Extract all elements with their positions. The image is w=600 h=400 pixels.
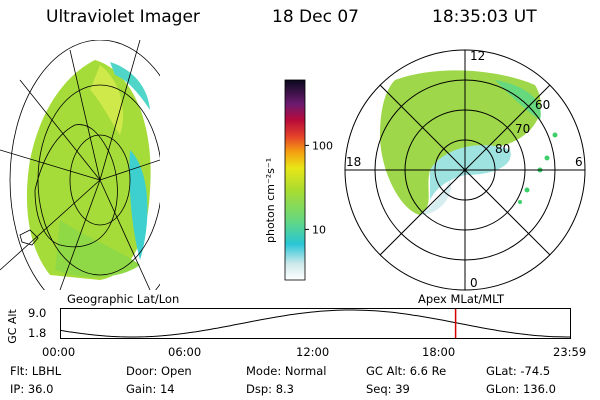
info-gain-label: Gain: [126, 382, 157, 396]
colorbar-ticks: 100 10 [305, 139, 333, 236]
emission-patch [420, 180, 451, 215]
lon-line [0, 179, 101, 271]
lon-line [99, 179, 151, 290]
info-flt-value: LBHL [31, 364, 62, 378]
gc-alt-curve [60, 309, 571, 338]
lat-label-80: 80 [495, 142, 510, 156]
info-gcalt-label: GC Alt: [366, 364, 407, 378]
info-glon-label: GLon: [486, 382, 520, 396]
coastline [19, 229, 39, 246]
lat-label-60: 60 [535, 98, 550, 112]
emission-edge [129, 150, 148, 260]
geographic-image [0, 40, 160, 290]
colorbar: photon cm⁻²s⁻¹ 100 10 [264, 79, 333, 281]
emission-dot [524, 187, 530, 193]
info-door-label: Door: [126, 364, 158, 378]
info-glat-value: -74.5 [520, 364, 551, 378]
colorbar-tick-label: 10 [312, 223, 326, 236]
gc-alt-ytick-max: 9.0 [28, 306, 47, 320]
info-door-value: Open [160, 364, 192, 378]
emission-edge [110, 62, 150, 110]
lat-label-70: 70 [515, 122, 530, 136]
info-seq: Seq: 39 [366, 382, 410, 396]
time-label: 18:35:03 UT [432, 7, 537, 27]
info-glat: GLat: -74.5 [486, 364, 550, 378]
emission-patch [55, 220, 140, 277]
gc-alt-ylabel: GC Alt [5, 309, 19, 344]
lon-line [99, 159, 160, 181]
gc-alt-ytick-min: 1.8 [28, 326, 47, 340]
lon-line [59, 179, 101, 290]
lat-circle [37, 84, 160, 276]
info-gain-value: 14 [159, 382, 175, 396]
info-dsp-label: Dsp: [246, 382, 273, 396]
lon-line [19, 79, 101, 181]
colorbar-scale [284, 79, 306, 281]
info-seq-value: 39 [395, 382, 410, 396]
mlt-label-6: 6 [575, 155, 583, 169]
info-gcalt: GC Alt: 6.6 Re [366, 364, 446, 378]
gc-alt-plot [60, 308, 571, 339]
info-mode-value: Normal [284, 364, 327, 378]
info-gcalt-value: 6.6 Re [409, 364, 447, 378]
lat-circle [69, 134, 131, 226]
emission-dot [552, 132, 558, 138]
date-label: 18 Dec 07 [272, 7, 359, 27]
info-dsp: Dsp: 8.3 [246, 382, 294, 396]
lon-line [99, 40, 141, 181]
info-glon: GLon: 136.0 [486, 382, 556, 396]
x-tick-0600: 06:00 [168, 345, 202, 359]
lat-circle [9, 40, 160, 290]
info-flt: Flt: LBHL [10, 364, 61, 378]
mlt-label-0: 0 [470, 276, 478, 290]
instrument-title: Ultraviolet Imager [46, 7, 200, 27]
emission-dot [518, 200, 522, 204]
left-panel-label: Geographic Lat/Lon [67, 292, 180, 306]
info-ip: IP: 36.0 [10, 382, 53, 396]
lon-line [69, 49, 101, 181]
x-tick-1800: 18:00 [422, 345, 456, 359]
x-tick-2359: 23:59 [553, 345, 587, 359]
mlt-label-12: 12 [470, 49, 485, 63]
lon-line [0, 149, 101, 181]
info-mode-label: Mode: [246, 364, 282, 378]
info-ip-label: IP: [10, 382, 25, 396]
colorbar-tick-label: 100 [312, 139, 333, 152]
emission-region [380, 70, 541, 215]
coastline [34, 124, 118, 248]
info-dsp-value: 8.3 [275, 382, 294, 396]
info-door: Door: Open [126, 364, 192, 378]
colorbar-unit-label: photon cm⁻²s⁻¹ [264, 158, 277, 243]
mlt-line-diagonal [379, 84, 551, 256]
info-ip-value: 36.0 [27, 382, 54, 396]
info-mode: Mode: Normal [246, 364, 326, 378]
x-tick-1200: 12:00 [296, 345, 330, 359]
polar-plot: 12 18 6 0 60 70 80 [344, 49, 586, 291]
info-flt-label: Flt: [10, 364, 29, 378]
x-tick-0000: 00:00 [42, 345, 76, 359]
emission-dot [544, 155, 550, 161]
gc-alt-frame [60, 308, 571, 339]
emission-patch [430, 145, 511, 200]
info-gain: Gain: 14 [126, 382, 175, 396]
right-panel-label: Apex MLat/MLT [418, 292, 505, 306]
emission-patch [90, 65, 124, 135]
info-seq-label: Seq: [366, 382, 392, 396]
info-glon-value: 136.0 [522, 382, 556, 396]
mlt-label-18: 18 [346, 155, 361, 169]
info-glat-label: GLat: [486, 364, 517, 378]
